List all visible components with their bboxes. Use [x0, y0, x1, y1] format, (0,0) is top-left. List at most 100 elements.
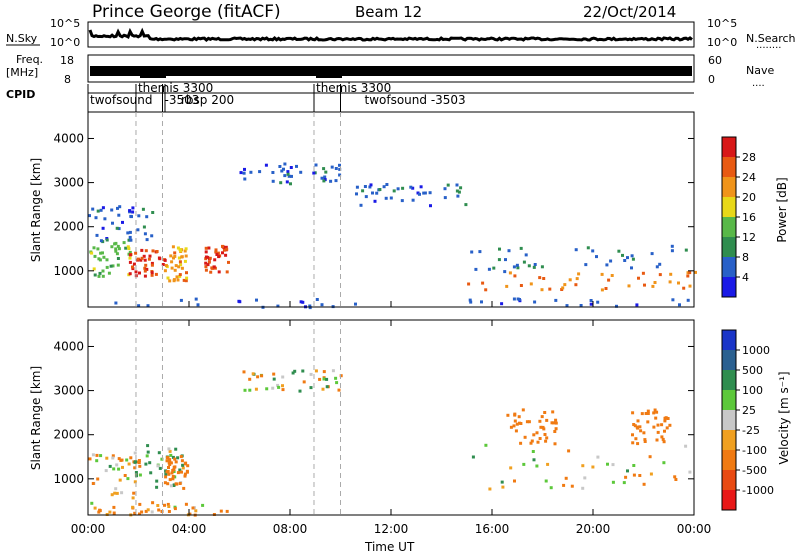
data-cell — [568, 278, 572, 282]
data-cell — [418, 192, 421, 196]
data-cell — [143, 232, 147, 236]
data-cell — [400, 199, 404, 203]
data-cell — [156, 464, 160, 468]
data-cell — [134, 471, 138, 474]
data-cell — [322, 377, 326, 381]
data-cell — [609, 259, 613, 263]
data-cell — [170, 260, 174, 264]
data-cell — [128, 235, 132, 239]
noise-right-label: N.Search — [746, 32, 796, 45]
cpid-label-text: twofsound — [90, 93, 153, 107]
data-cell — [375, 191, 379, 195]
data-cell — [184, 247, 188, 251]
data-cell — [219, 509, 223, 513]
data-cell — [663, 429, 666, 433]
data-cell — [626, 469, 629, 473]
data-cell — [633, 424, 637, 428]
data-cell — [112, 511, 116, 515]
colorbar-tick-label: -100 — [742, 444, 767, 457]
data-cell — [369, 183, 373, 187]
data-cell — [146, 304, 150, 308]
data-cell — [167, 461, 171, 465]
data-cell — [135, 474, 138, 478]
x-axis-label: Time UT — [364, 540, 415, 554]
data-cell — [196, 303, 200, 307]
y-tick-label: 2000 — [53, 220, 84, 234]
data-cell — [137, 459, 141, 462]
data-cell — [88, 214, 91, 218]
data-cell — [214, 248, 218, 252]
noise-left-tick-top: 10^5 — [50, 17, 80, 30]
data-cell — [111, 456, 115, 460]
data-cell — [183, 472, 187, 476]
data-cell — [382, 185, 386, 189]
colorbar-segment — [722, 330, 736, 350]
data-cell — [185, 271, 188, 275]
data-cell — [118, 478, 122, 482]
data-cell — [506, 413, 510, 417]
data-cell — [151, 211, 155, 214]
data-cell — [561, 286, 565, 290]
data-cell — [168, 478, 172, 482]
data-cell — [207, 246, 211, 250]
data-cell — [411, 186, 415, 190]
data-cell — [515, 422, 519, 426]
data-cell — [165, 459, 169, 463]
colorbar-segment — [722, 470, 736, 490]
data-cell — [177, 265, 181, 269]
data-cell — [688, 470, 692, 474]
data-cell — [661, 437, 665, 441]
data-cell — [101, 269, 105, 273]
data-cell — [368, 185, 372, 189]
data-cell — [428, 191, 432, 195]
y-tick-label: 3000 — [53, 384, 84, 398]
freq-left-tick-bottom: 8 — [64, 73, 71, 86]
data-cell — [121, 220, 124, 224]
data-cell — [570, 484, 574, 488]
data-cell — [96, 247, 100, 251]
colorbar-tick-label: -1000 — [742, 484, 774, 497]
data-cell — [131, 496, 135, 500]
data-cell — [632, 473, 636, 477]
data-cell — [134, 460, 138, 464]
data-cell — [281, 375, 285, 379]
data-cell — [248, 377, 252, 381]
data-cell — [173, 251, 177, 255]
data-cell — [217, 255, 221, 259]
data-cell — [114, 487, 118, 491]
data-cell — [176, 246, 180, 250]
data-cell — [158, 466, 162, 470]
data-cell — [276, 383, 280, 387]
data-cell — [281, 384, 284, 388]
data-cell — [145, 238, 149, 242]
data-cell — [124, 246, 128, 250]
data-cell — [538, 419, 542, 423]
data-cell — [137, 214, 141, 218]
data-cell — [115, 491, 119, 495]
data-cell — [260, 374, 264, 378]
data-cell — [129, 456, 133, 460]
data-cell — [604, 287, 608, 290]
data-cell — [567, 449, 571, 453]
data-cell — [322, 179, 326, 183]
data-cell — [265, 387, 269, 391]
data-cell — [503, 270, 507, 274]
data-cell — [221, 251, 224, 255]
nave-label: Nave — [746, 64, 774, 77]
noise-panel-frame — [87, 21, 695, 48]
data-cell — [487, 267, 491, 271]
data-cell — [411, 198, 415, 202]
data-cell — [533, 300, 537, 304]
data-cell — [176, 278, 180, 282]
data-cell — [115, 463, 119, 467]
data-cell — [167, 505, 171, 508]
data-cell — [143, 258, 147, 262]
data-cell — [422, 191, 426, 195]
velocity-panel-frame — [87, 319, 695, 516]
data-cell — [116, 263, 120, 267]
data-cell — [144, 509, 148, 513]
data-cell — [324, 170, 328, 174]
data-cell — [671, 298, 675, 302]
x-tick-label: 04:00 — [172, 522, 207, 536]
data-cell — [500, 480, 504, 484]
